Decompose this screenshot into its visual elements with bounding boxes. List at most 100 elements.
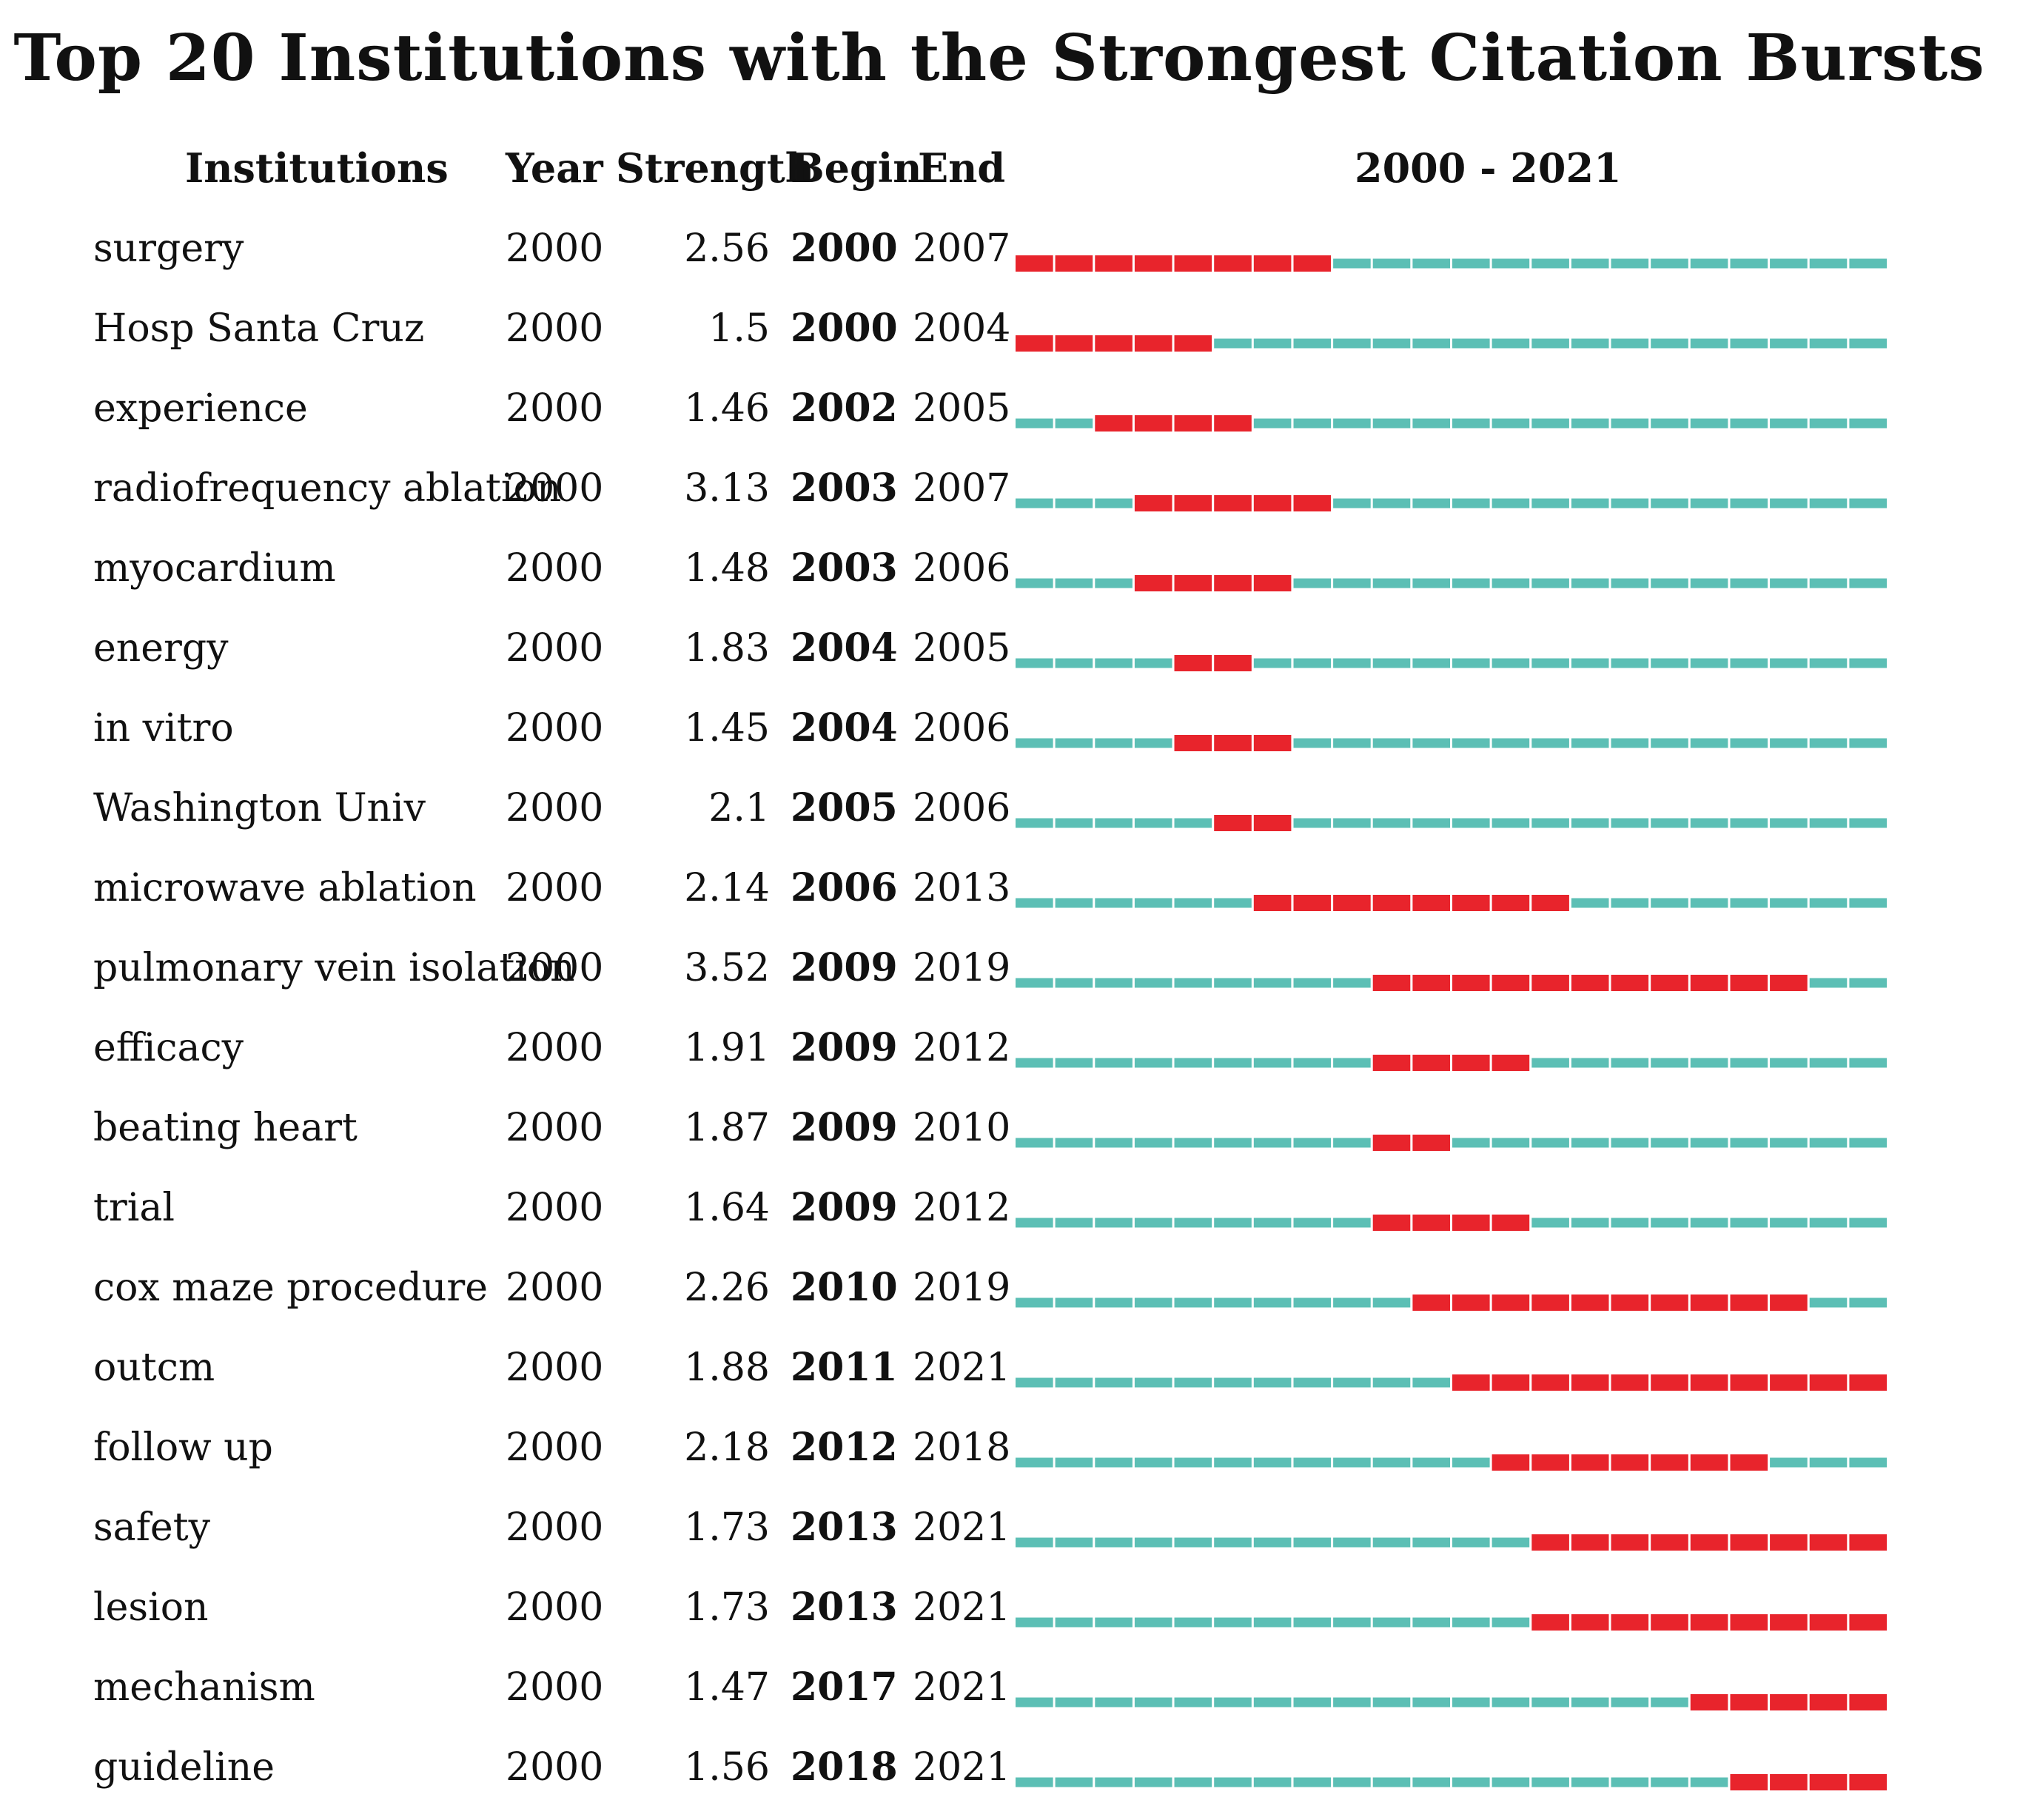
baseline-segment: [1492, 1777, 1530, 1787]
baseline-segment: [1055, 658, 1093, 668]
burst-segment: [1016, 255, 1053, 272]
baseline-segment: [1174, 818, 1212, 828]
row-begin: 2013: [791, 1505, 898, 1550]
baseline-segment: [1690, 898, 1728, 908]
baseline-segment: [1055, 1537, 1093, 1548]
row-name: energy: [93, 626, 229, 671]
burst-segment: [1690, 1454, 1728, 1471]
row-begin: 2012: [791, 1425, 898, 1470]
baseline-segment: [1174, 1297, 1212, 1308]
row-name: cox maze procedure: [93, 1266, 489, 1310]
row-strength: 1.56: [684, 1745, 770, 1790]
row-begin: 2000: [791, 306, 898, 351]
burst-segment: [1651, 1295, 1688, 1311]
row-name: pulmonary vein isolation: [93, 946, 575, 990]
row-end: 2007: [913, 466, 1011, 511]
row-year: 2000: [506, 1026, 604, 1070]
header-strength: Strength: [616, 144, 814, 192]
burst-segment: [1214, 495, 1252, 511]
row-begin: 2006: [791, 865, 898, 910]
baseline-segment: [1293, 1537, 1332, 1548]
row-year: 2000: [506, 546, 604, 591]
baseline-segment: [1531, 418, 1569, 429]
burst-segment: [1214, 655, 1252, 671]
row-strength: 2.56: [684, 226, 770, 271]
baseline-segment: [1214, 1138, 1252, 1148]
row-end: 2019: [913, 1266, 1011, 1310]
baseline-segment: [1809, 418, 1848, 429]
burst-segment: [1452, 1295, 1490, 1311]
burst-segment: [1849, 1694, 1887, 1710]
baseline-segment: [1770, 738, 1808, 748]
baseline-segment: [1809, 498, 1848, 508]
baseline-segment: [1531, 818, 1569, 828]
baseline-segment: [1333, 658, 1371, 668]
baseline-segment: [1372, 338, 1411, 349]
burst-segment: [1730, 1694, 1768, 1710]
baseline-segment: [1095, 658, 1133, 668]
burst-segment: [1651, 1454, 1688, 1471]
row-name: radiofrequency ablation: [93, 466, 562, 511]
baseline-segment: [1452, 1537, 1490, 1548]
baseline-segment: [1690, 258, 1728, 269]
row-year: 2000: [506, 626, 604, 671]
baseline-segment: [1095, 498, 1133, 508]
baseline-segment: [1293, 1697, 1332, 1707]
baseline-segment: [1293, 818, 1332, 828]
baseline-segment: [1730, 258, 1768, 269]
row-name: trial: [93, 1186, 175, 1230]
burst-segment: [1412, 975, 1450, 991]
row-end: 2005: [913, 626, 1011, 671]
baseline-segment: [1730, 818, 1768, 828]
burst-segment: [1452, 1374, 1490, 1391]
baseline-segment: [1492, 1138, 1530, 1148]
row-begin: 2013: [791, 1585, 898, 1630]
baseline-segment: [1452, 498, 1490, 508]
burst-segment: [1770, 1694, 1808, 1710]
baseline-segment: [1333, 738, 1371, 748]
baseline-segment: [1412, 658, 1450, 668]
baseline-segment: [1174, 1697, 1212, 1707]
baseline-segment: [1531, 658, 1569, 668]
baseline-segment: [1253, 1537, 1292, 1548]
burst-segment: [1174, 335, 1212, 352]
baseline-segment: [1134, 1697, 1172, 1707]
baseline-segment: [1134, 1297, 1172, 1308]
burst-segment: [1730, 1295, 1768, 1311]
baseline-segment: [1651, 738, 1688, 748]
row-year: 2000: [506, 786, 604, 830]
baseline-segment: [1770, 658, 1808, 668]
baseline-segment: [1412, 338, 1450, 349]
burst-segment: [1849, 1534, 1887, 1551]
row-strength: 1.91: [684, 1026, 770, 1070]
baseline-segment: [1452, 418, 1490, 429]
burst-segment: [1372, 1135, 1411, 1151]
baseline-segment: [1412, 578, 1450, 588]
baseline-segment: [1492, 1537, 1530, 1548]
burst-segment: [1452, 1055, 1490, 1071]
baseline-segment: [1095, 1697, 1133, 1707]
baseline-segment: [1095, 1297, 1133, 1308]
row-begin: 2017: [791, 1665, 898, 1710]
baseline-segment: [1095, 1138, 1133, 1148]
burst-segment: [1174, 655, 1212, 671]
baseline-segment: [1730, 578, 1768, 588]
baseline-segment: [1134, 978, 1172, 988]
baseline-segment: [1412, 1777, 1450, 1787]
baseline-segment: [1770, 338, 1808, 349]
baseline-segment: [1651, 818, 1688, 828]
baseline-segment: [1333, 1777, 1371, 1787]
baseline-segment: [1770, 1218, 1808, 1228]
baseline-segment: [1770, 818, 1808, 828]
baseline-segment: [1690, 818, 1728, 828]
baseline-segment: [1372, 578, 1411, 588]
baseline-segment: [1492, 338, 1530, 349]
baseline-segment: [1809, 1218, 1848, 1228]
baseline-segment: [1333, 1058, 1371, 1068]
baseline-segment: [1611, 1058, 1649, 1068]
row-strength: 1.73: [684, 1505, 770, 1550]
baseline-segment: [1452, 1617, 1490, 1628]
baseline-segment: [1214, 1297, 1252, 1308]
baseline-segment: [1809, 1297, 1848, 1308]
row-begin: 2000: [791, 226, 898, 271]
